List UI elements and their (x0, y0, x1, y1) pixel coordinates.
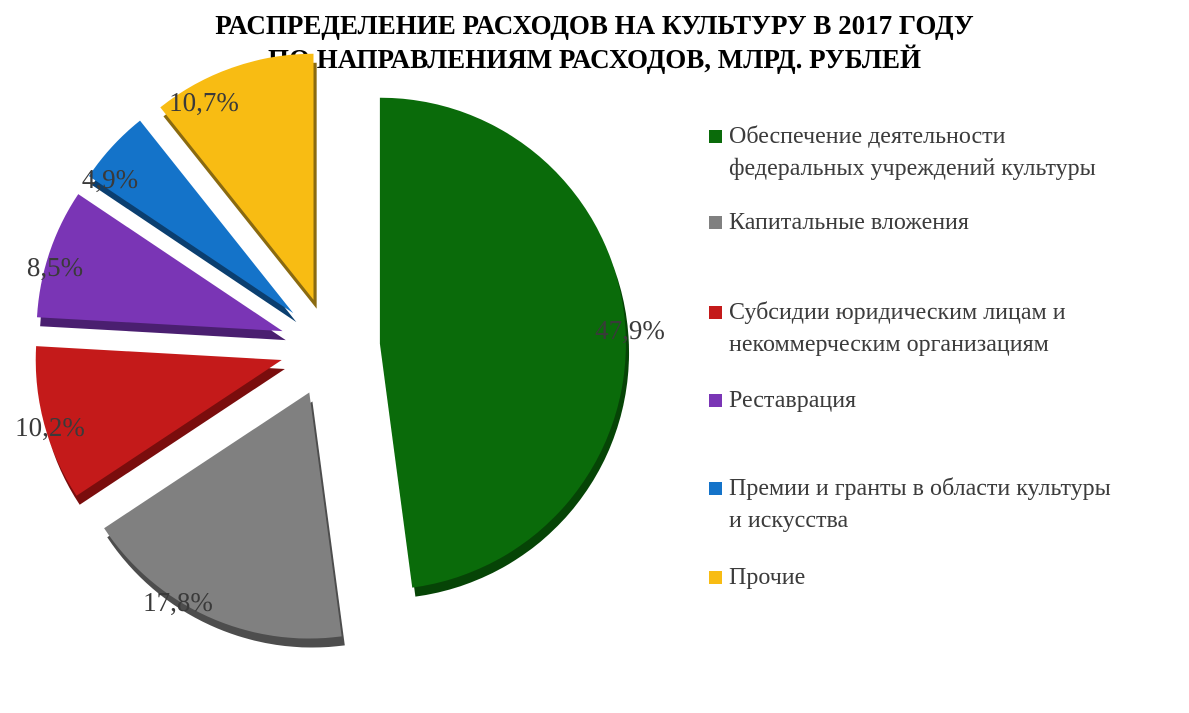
legend-swatch-1 (709, 130, 722, 143)
data-label-2: 17,8% (143, 587, 213, 617)
pie-slice-5 (88, 120, 297, 323)
legend-label-6-line-1: Прочие (729, 564, 806, 590)
legend-label-2-line-1: Капитальные вложения (729, 209, 969, 235)
data-label-3: 10,2% (15, 412, 85, 442)
legend-label-5-line-1: Премии и гранты в области культуры (729, 475, 1111, 501)
legend-label-5: Премии и гранты в области культуры и иску… (729, 472, 1179, 536)
chart-title-line-1: РАСПРЕДЕЛЕНИЕ РАСХОДОВ НА КУЛЬТУРУ В 201… (215, 10, 974, 40)
pie-slice-6 (160, 53, 317, 309)
pie-slice-3 (35, 346, 285, 505)
pie-slice-1 (379, 97, 630, 597)
legend-label-3-line-2: некоммерческим организациям (729, 331, 1049, 357)
chart-title: РАСПРЕДЕЛЕНИЕ РАСХОДОВ НА КУЛЬТУРУ В 201… (0, 8, 1189, 76)
legend-label-2: Капитальные вложения (729, 206, 1179, 238)
legend-swatch-3 (709, 306, 722, 319)
pie-slice-6-face (160, 53, 314, 300)
legend-swatch-6 (709, 571, 722, 584)
legend-label-4-line-1: Реставрация (729, 387, 857, 413)
legend-label-1-line-1: Обеспечение деятельности (729, 123, 1006, 149)
legend-swatch-2 (709, 216, 722, 229)
legend-label-4: Реставрация (729, 384, 1179, 416)
pie-slice-5-face (88, 120, 294, 314)
legend-label-5-line-2: и искусства (729, 507, 849, 533)
legend-label-3: Субсидии юридическим лицам и некоммерческ… (729, 296, 1179, 360)
pie-slice-1-face (379, 97, 626, 588)
legend-swatch-4 (709, 394, 722, 407)
data-label-6: 10,7% (169, 87, 239, 117)
legend-label-6: Прочие (729, 561, 1179, 593)
legend-label-1: Обеспечение деятельности федеральных учре… (729, 120, 1179, 184)
legend-label-1-line-2: федеральных учреждений культуры (729, 155, 1096, 181)
pie-slice-4 (36, 194, 286, 341)
data-label-1: 47,9% (595, 315, 665, 345)
pie-slice-3-face (35, 346, 282, 496)
chart-title-line-2: ПО НАПРАВЛЕНИЯМ РАСХОДОВ, МЛРД. РУБЛЕЙ (267, 44, 922, 74)
pie-slice-4-face (36, 194, 283, 332)
pie-slice-2 (104, 392, 345, 648)
legend-swatch-5 (709, 482, 722, 495)
legend-label-3-line-1: Субсидии юридическим лицам и (729, 299, 1066, 325)
data-label-4: 8,5% (27, 252, 83, 282)
pie-slice-2-face (104, 392, 342, 639)
data-label-5: 4,9% (82, 164, 138, 194)
